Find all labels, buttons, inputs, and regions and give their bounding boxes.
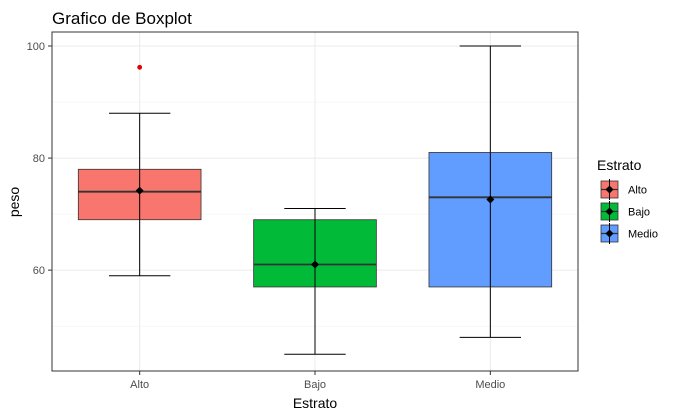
legend: Estrato Alto Bajo Medio (597, 157, 658, 244)
x-axis-title: Estrato (293, 395, 338, 411)
x-tick-label: Medio (475, 379, 505, 391)
mean-marker (311, 260, 319, 269)
y-tick-label: 80 (33, 153, 45, 165)
y-tick-label: 60 (33, 265, 45, 277)
plot-area: 60 80 100 Alto Bajo Medio (27, 31, 579, 391)
legend-label: Alto (628, 185, 647, 197)
outlier-point (137, 64, 143, 70)
y-axis-title: peso (6, 187, 22, 218)
legend-label: Bajo (628, 207, 650, 219)
mean-marker (486, 195, 495, 204)
legend-key-mean (605, 229, 614, 238)
legend-key-mean (605, 185, 614, 194)
legend-key-mean (605, 207, 614, 216)
legend-label: Medio (628, 229, 658, 241)
legend-title: Estrato (597, 157, 642, 173)
x-tick-label: Alto (130, 379, 149, 391)
y-tick-label: 100 (27, 41, 45, 53)
plot-border (51, 31, 579, 372)
mean-marker (135, 186, 144, 195)
chart-title: Grafico de Boxplot (52, 9, 192, 28)
x-tick-label: Bajo (304, 379, 326, 391)
